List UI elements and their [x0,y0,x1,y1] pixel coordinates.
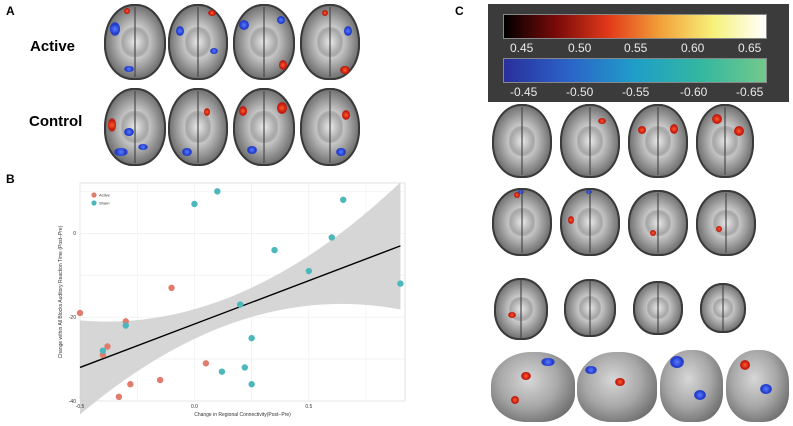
x-tick-label: 0.5 [305,404,312,410]
brain-render-left-lateral [491,352,575,422]
brain-slice-control-3 [233,88,295,166]
data-point-sham [214,188,221,195]
data-point-active [104,343,111,350]
data-point-sham [248,334,255,342]
data-point-sham [122,322,129,329]
legend-label: Sham [99,201,110,206]
positive-tick-label: 0.55 [624,41,648,55]
panel-label-c: C [455,4,464,18]
data-point-sham [191,200,198,208]
x-tick-label: -0.5 [76,404,85,410]
data-point-sham [241,364,248,371]
data-point-sham [237,301,244,308]
brain-slice-active-2 [168,4,228,80]
negative-tick-label: -0.65 [736,85,764,99]
positive-tick-label: 0.50 [568,41,592,55]
colorbar-legend: 0.45 0.50 0.55 0.60 0.65 -0.45 -0.50 -0.… [488,4,789,102]
positive-tick-label: 0.65 [738,41,762,55]
brain-slice-c-r2-2 [560,188,620,256]
data-point-sham [271,246,278,254]
y-tick-label: 0 [73,231,76,237]
data-point-sham [248,381,255,388]
brain-slice-c-r2-1 [492,188,552,256]
data-point-sham [305,267,313,275]
data-point-sham [397,280,404,287]
scatter-chart: -0.5 0.0 0.5 0 -20 -40 Change in Regional Conn… [58,182,406,418]
brain-render-anterior [726,350,789,422]
positive-tick-label: 0.60 [681,41,705,55]
brain-slice-c-r2-4 [696,190,756,256]
negative-tick-label: -0.45 [510,85,538,99]
y-tick-label: -40 [69,399,76,405]
data-point-active [127,381,134,388]
y-tick-label: -20 [69,315,76,321]
brain-slice-control-2 [168,88,228,166]
data-point-active [202,360,210,367]
data-point-active [168,284,175,292]
brain-slice-c-r3-1 [494,278,548,340]
data-point-active [76,309,84,317]
brain-slice-c-r3-2 [564,279,616,337]
brain-slice-c-r2-3 [628,190,688,256]
brain-slice-c-r3-4 [700,283,746,333]
x-tick-label: 0.0 [191,404,198,410]
y-axis-label: Change within All Blocks Auditory Reacti… [58,225,64,358]
brain-slice-c-r1-4 [696,104,754,178]
data-point-sham [99,347,107,354]
brain-slice-c-r1-2 [560,104,620,178]
brain-slice-c-r1-1 [492,104,552,178]
data-point-sham [218,368,226,375]
negative-tick-label: -0.55 [622,85,650,99]
brain-slice-c-r3-3 [633,281,683,335]
row-label-control: Control [29,113,83,130]
brain-render-posterior [660,350,723,422]
brain-slice-c-r1-3 [628,104,688,178]
brain-slice-active-4 [300,4,360,80]
legend-marker [91,200,97,206]
positive-tick-label: 0.45 [510,41,534,55]
brain-slice-control-1 [104,88,166,166]
brain-render-right-lateral [577,352,657,422]
legend-marker [91,192,97,198]
panel-label-b: B [6,172,15,186]
brain-slice-active-3 [233,4,295,80]
legend-label: Active [99,193,111,198]
data-point-sham [328,234,335,241]
positive-colorbar [503,14,767,39]
row-label-active: Active [30,38,76,55]
negative-tick-label: -0.50 [566,85,594,99]
confidence-band [80,182,401,415]
x-axis-label: Change in Regional Connectivity(Post−Pre… [194,412,291,418]
negative-colorbar [503,58,767,83]
panel-label-a: A [6,4,15,18]
data-point-active [115,393,123,401]
data-point-sham [340,196,347,203]
brain-slice-active-1 [104,4,166,80]
brain-slice-control-4 [300,88,360,166]
data-point-active [156,376,164,384]
negative-tick-label: -0.60 [680,85,708,99]
